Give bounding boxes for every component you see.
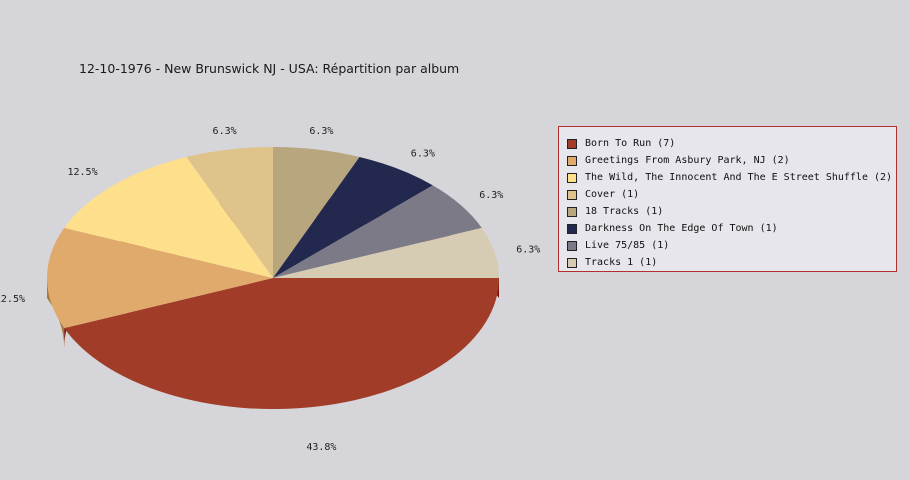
legend-swatch bbox=[567, 257, 577, 268]
pie-slice bbox=[64, 278, 500, 410]
pie-percent-label: 6.3% bbox=[516, 245, 540, 256]
pie-slices bbox=[47, 147, 500, 410]
pie-slice bbox=[186, 147, 273, 278]
legend-item: Cover (1) bbox=[567, 186, 896, 203]
pie-percent-label: 12.5% bbox=[0, 294, 25, 305]
legend-label: Live 75/85 (1) bbox=[585, 240, 670, 251]
pie-slice bbox=[64, 156, 274, 278]
legend-swatch bbox=[567, 240, 577, 251]
legend-label: The Wild, The Innocent And The E Street … bbox=[585, 172, 893, 183]
pie-percent-label: 6.3% bbox=[309, 126, 333, 137]
pie-percent-label: 43.8% bbox=[306, 442, 336, 453]
pie-slice bbox=[47, 227, 274, 329]
legend-swatch bbox=[567, 155, 577, 166]
legend-item: Live 75/85 (1) bbox=[567, 237, 896, 254]
legend-swatch bbox=[567, 189, 577, 200]
pie-slice bbox=[273, 227, 499, 278]
legend-swatch bbox=[567, 138, 577, 149]
pie-percent-label: 6.3% bbox=[213, 126, 237, 137]
pie-percent-labels: 43.8% 12.5% 12.5% 6.3% 6.3% 6.3% 6.3% 6.3% bbox=[0, 126, 540, 453]
legend-swatch bbox=[567, 223, 577, 234]
legend-label: 18 Tracks (1) bbox=[585, 206, 664, 217]
chart-title: 12-10-1976 - New Brunswick NJ - USA: Rép… bbox=[79, 61, 460, 76]
pie-percent-label: 6.3% bbox=[479, 190, 503, 201]
legend-label: Darkness On The Edge Of Town (1) bbox=[585, 223, 778, 234]
legend-label: Born To Run (7) bbox=[585, 138, 676, 149]
pie-percent-label: 12.5% bbox=[67, 167, 97, 178]
legend-item: Born To Run (7) bbox=[567, 135, 896, 152]
legend-swatch bbox=[567, 206, 577, 217]
pie-slice bbox=[273, 156, 433, 278]
legend-swatch bbox=[567, 172, 577, 183]
pie-percent-label: 6.3% bbox=[411, 148, 435, 159]
legend-item: 18 Tracks (1) bbox=[567, 203, 896, 220]
legend-item: The Wild, The Innocent And The E Street … bbox=[567, 169, 896, 186]
legend-item: Tracks 1 (1) bbox=[567, 254, 896, 271]
legend-label: Greetings From Asbury Park, NJ (2) bbox=[585, 155, 790, 166]
legend-label: Cover (1) bbox=[585, 189, 640, 200]
legend-item: Greetings From Asbury Park, NJ (2) bbox=[567, 152, 896, 169]
legend-label: Tracks 1 (1) bbox=[585, 257, 658, 268]
pie-slice bbox=[273, 185, 482, 278]
legend: Born To Run (7) Greetings From Asbury Par… bbox=[558, 126, 897, 272]
pie-slice bbox=[273, 147, 360, 278]
legend-item: Darkness On The Edge Of Town (1) bbox=[567, 220, 896, 237]
